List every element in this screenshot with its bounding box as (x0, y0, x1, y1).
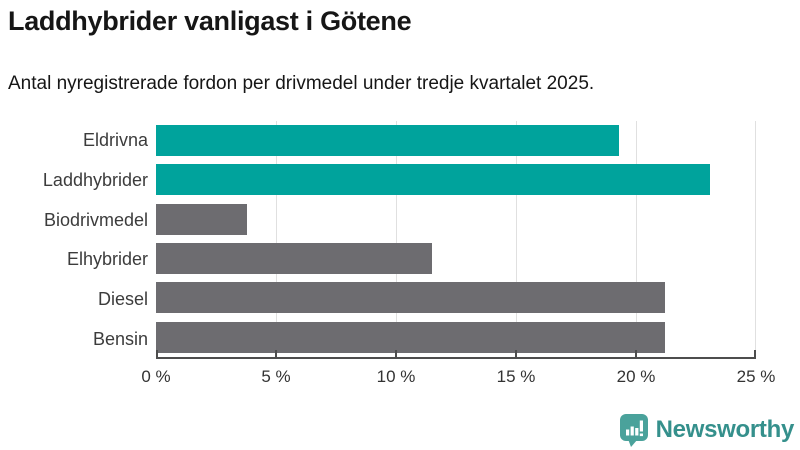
brand-name: Newsworthy (655, 416, 795, 443)
category-label: Biodrivmedel (43, 209, 148, 230)
newsworthy-brand: Newsworthy (619, 412, 794, 448)
gridline (396, 121, 397, 357)
x-axis-tick (754, 350, 756, 357)
category-axis: Eldrivna Laddhybrider Biodrivmedel Elhyb… (0, 121, 148, 359)
bar-row (156, 160, 756, 199)
gridline (276, 121, 277, 357)
category-label: Elhybrider (66, 249, 148, 270)
bar-chart: Eldrivna Laddhybrider Biodrivmedel Elhyb… (0, 121, 800, 359)
x-tick-label: 10 % (376, 367, 416, 386)
category-label: Eldrivna (82, 130, 148, 151)
x-axis-tick (156, 350, 158, 357)
bar-laddhybrider (156, 164, 711, 196)
bar-row (156, 200, 756, 239)
bar-bensin (156, 321, 665, 353)
gridline (755, 121, 756, 357)
bar-series (156, 121, 756, 357)
newsworthy-logo-icon (619, 414, 648, 447)
x-tick-label: 25 % (736, 367, 776, 386)
bar-eldrivna (156, 125, 620, 157)
category-label: Bensin (92, 328, 148, 349)
x-axis-tick (635, 350, 637, 357)
chart-subtitle: Antal nyregistrerade fordon per drivmede… (8, 73, 595, 94)
x-tick-label: 20 % (616, 367, 656, 386)
bar-row (156, 239, 756, 278)
chart-title: Laddhybrider vanligast i Götene (8, 6, 412, 36)
bar-row (156, 121, 756, 160)
x-tick-label: 0 % (141, 367, 171, 386)
x-axis-tick (515, 350, 517, 357)
plot-area (156, 121, 756, 359)
category-label: Laddhybrider (42, 170, 148, 190)
gridline (516, 121, 517, 357)
gridline (636, 121, 637, 357)
x-tick-label: 15 % (496, 367, 536, 386)
bar-diesel (156, 282, 665, 314)
bar-row (156, 278, 756, 317)
bar-row (156, 318, 756, 357)
x-axis-labels: 0 % 5 % 10 % 15 % 20 % 25 % (141, 367, 775, 391)
x-tick-label: 5 % (261, 367, 291, 386)
x-axis-tick (275, 350, 277, 357)
category-label: Diesel (97, 289, 148, 310)
bar-biodrivmedel (156, 203, 248, 235)
bar-elhybrider (156, 243, 432, 275)
x-axis-tick (395, 350, 397, 357)
